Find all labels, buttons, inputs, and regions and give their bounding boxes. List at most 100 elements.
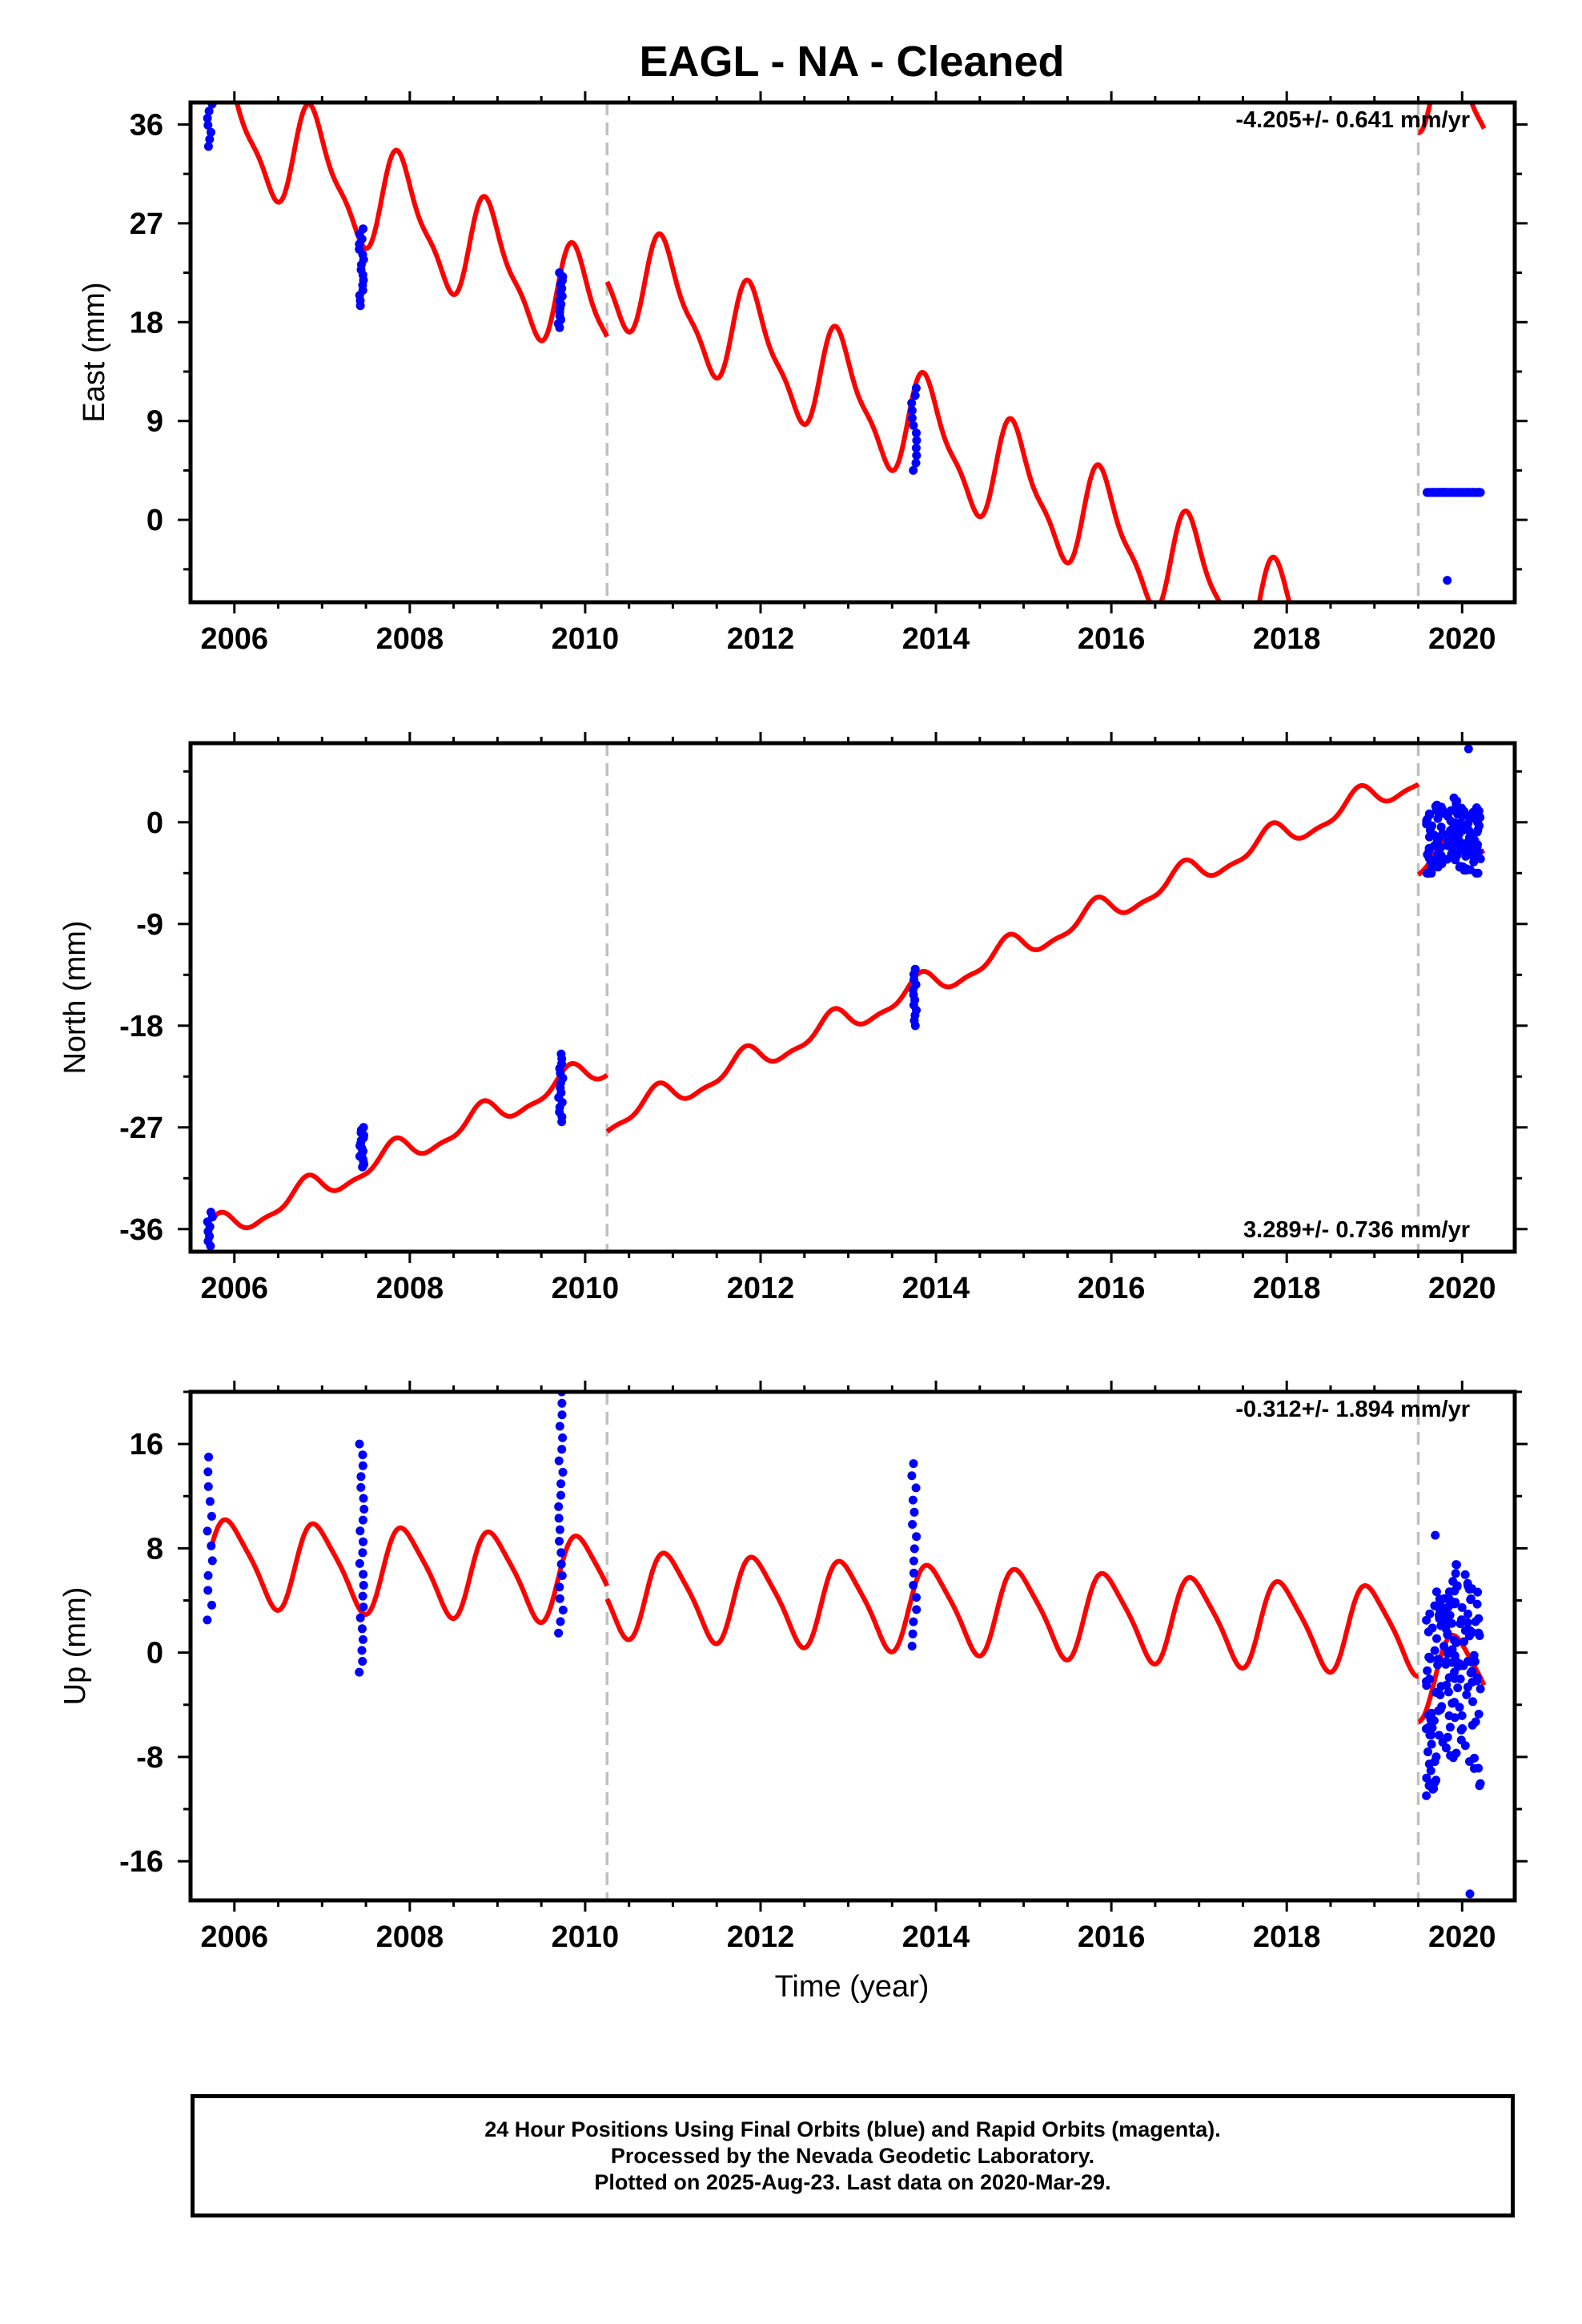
data-point	[1450, 837, 1460, 846]
data-point	[356, 1472, 366, 1482]
data-point	[1459, 488, 1468, 497]
data-point	[910, 964, 920, 974]
data-points	[203, 93, 1485, 585]
data-point	[359, 1494, 368, 1503]
model-fit-segment-1	[210, 1517, 610, 1626]
data-point	[1427, 866, 1436, 876]
data-point	[909, 1568, 918, 1578]
y-axis-title: East (mm)	[78, 282, 111, 422]
y-tick-label: -27	[119, 1112, 163, 1145]
x-tick-label: 2014	[902, 1272, 970, 1305]
data-point	[909, 1507, 919, 1517]
data-point	[554, 1456, 564, 1466]
data-point	[554, 1502, 564, 1511]
data-point	[909, 465, 918, 475]
plot-frame	[188, 1389, 1517, 1903]
model-fit-segment-1	[234, 103, 609, 344]
data-point	[1465, 1757, 1474, 1767]
footer-line-3: Plotted on 2025-Aug-23. Last data on 202…	[594, 2169, 1111, 2194]
data-point	[1457, 1602, 1467, 1612]
data-point	[912, 1593, 921, 1602]
data-point	[1438, 1738, 1447, 1747]
rate-label: -0.312+/- 1.894 mm/yr	[1235, 1397, 1470, 1422]
data-point	[1424, 832, 1434, 842]
data-point	[203, 1482, 213, 1491]
x-tick-label: 2010	[552, 622, 620, 656]
data-point	[1452, 1560, 1461, 1570]
data-point	[1435, 1731, 1443, 1740]
x-tick-label: 2008	[376, 622, 444, 656]
x-tick-label: 2008	[376, 1920, 444, 1954]
data-point	[359, 1123, 368, 1132]
footer-box: 24 Hour Positions Using Final Orbits (bl…	[191, 2094, 1515, 2217]
data-point	[204, 107, 214, 116]
y-tick-label: -36	[119, 1213, 163, 1247]
data-point	[1432, 1634, 1441, 1643]
data-point	[909, 1617, 918, 1626]
data-point	[1444, 1711, 1454, 1720]
data-point	[206, 93, 215, 102]
y-tick-label: 27	[130, 207, 163, 241]
data-point	[358, 1450, 367, 1460]
y-tick-label: 0	[147, 504, 163, 537]
data-point	[1461, 851, 1471, 861]
data-point	[1461, 866, 1471, 875]
data-point	[355, 1526, 365, 1536]
data-point	[1443, 576, 1452, 585]
data-point	[1448, 1577, 1458, 1586]
data-point	[1475, 1631, 1484, 1640]
data-point	[556, 1617, 565, 1626]
data-point	[1463, 1618, 1472, 1627]
model-fit-segment-2	[604, 1550, 1420, 1679]
up-panel: 2006 2008 2010 2012 2014 2016 2018 2020 -16 -8 0 8 1…	[58, 1381, 1528, 1954]
x-tick-label: 2006	[200, 622, 268, 656]
data-point	[1456, 1659, 1464, 1669]
data-point	[1441, 1604, 1451, 1614]
data-point	[1462, 1690, 1472, 1699]
data-point	[1451, 1598, 1460, 1607]
data-point	[1466, 1595, 1476, 1604]
y-tick-label: 0	[147, 1637, 163, 1671]
y-tick-label: -8	[136, 1741, 163, 1775]
data-point	[555, 268, 564, 278]
data-point	[556, 1479, 566, 1489]
data-point	[556, 1559, 566, 1569]
data-point	[909, 1544, 919, 1554]
data-point	[557, 1410, 567, 1420]
data-point	[1473, 826, 1483, 834]
data-point	[1431, 1752, 1441, 1762]
x-tick-label: 2018	[1253, 1920, 1321, 1954]
data-point	[557, 1571, 567, 1580]
data-point	[355, 1558, 364, 1568]
data-point	[1465, 832, 1475, 842]
data-point	[358, 1591, 367, 1601]
plot-frame	[188, 741, 1517, 1254]
data-point	[1423, 1747, 1432, 1757]
data-point	[1435, 860, 1444, 870]
data-point	[907, 1642, 917, 1651]
y-tick-label: -16	[119, 1845, 163, 1879]
data-point	[355, 1667, 364, 1677]
x-tick-label: 2006	[200, 1920, 268, 1954]
data-point	[1464, 826, 1474, 835]
data-point	[1476, 1779, 1485, 1788]
y-tick-label: 18	[130, 306, 163, 340]
data-point	[911, 458, 921, 468]
data-point	[1431, 1530, 1440, 1540]
data-point	[1453, 1683, 1463, 1693]
data-point	[358, 1657, 367, 1666]
x-tick-label: 2012	[727, 1920, 795, 1954]
data-point	[1436, 1682, 1446, 1691]
data-point	[359, 224, 367, 234]
data-point	[203, 1570, 213, 1580]
data-point	[912, 451, 921, 460]
data-point	[1436, 850, 1446, 860]
data-point	[1468, 1697, 1477, 1707]
data-point	[355, 1439, 364, 1449]
data-point	[1422, 1791, 1431, 1800]
y-tick-label: 36	[130, 108, 163, 142]
page-title: EAGL - NA - Cleaned	[639, 38, 1064, 86]
data-point	[912, 1532, 921, 1542]
data-point	[203, 142, 213, 151]
x-tick-label: 2012	[727, 622, 795, 656]
